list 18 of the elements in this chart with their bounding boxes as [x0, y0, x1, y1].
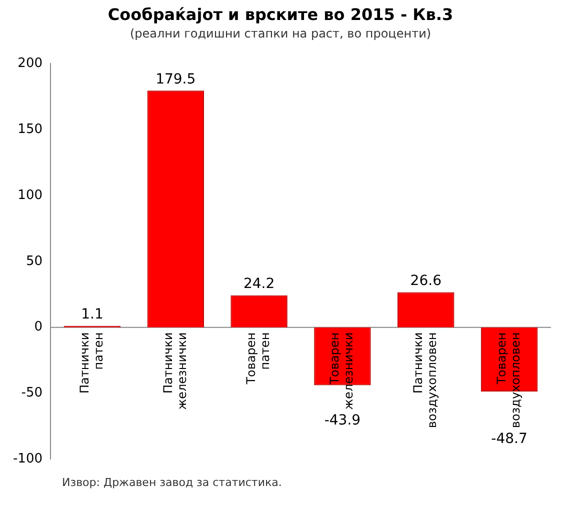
chart-title: Сообраќајот и врските во 2015 - Кв.3	[108, 4, 454, 24]
x-tick-label: Товарен патен	[244, 332, 272, 386]
data-label: -43.9	[324, 412, 361, 428]
data-label: 1.1	[81, 306, 104, 323]
data-label: 24.2	[243, 276, 275, 292]
data-label: 26.6	[410, 272, 442, 289]
y-tick-label: 150	[18, 122, 43, 137]
chart-subtitle: (реални годишни стапки на раст, во проценти)	[130, 26, 432, 41]
data-label: -48.7	[491, 430, 528, 447]
y-tick-label: 200	[18, 56, 43, 71]
y-tick-label: -100	[12, 452, 43, 467]
y-tick-label: 100	[18, 188, 43, 203]
y-tick-label: 50	[26, 254, 43, 269]
y-tick-label: 0	[34, 320, 43, 335]
data-label: 179.5	[156, 71, 196, 88]
text: Извор: Државен завод за статистика.	[62, 476, 282, 489]
y-tick-label: -50	[21, 386, 43, 401]
x-tick-label: Патнички патен	[77, 332, 106, 394]
